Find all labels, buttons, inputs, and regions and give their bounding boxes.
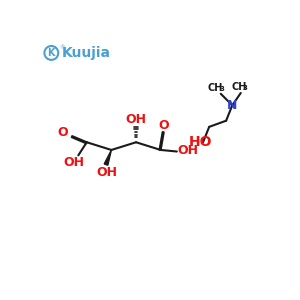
Text: 3: 3 [243,85,248,91]
Text: Kuujia: Kuujia [62,46,111,60]
Text: CH: CH [232,82,247,92]
Text: HO: HO [189,135,212,149]
Text: OH: OH [125,113,146,126]
Text: ®: ® [59,45,64,50]
Text: N: N [227,99,238,112]
Text: O: O [58,126,68,139]
Polygon shape [104,150,111,165]
Text: CH: CH [208,82,223,93]
Text: OH: OH [63,156,84,169]
Text: K: K [48,48,55,58]
Text: 3: 3 [219,86,224,92]
Text: OH: OH [177,144,198,157]
Text: O: O [158,119,169,132]
Text: OH: OH [96,166,117,179]
